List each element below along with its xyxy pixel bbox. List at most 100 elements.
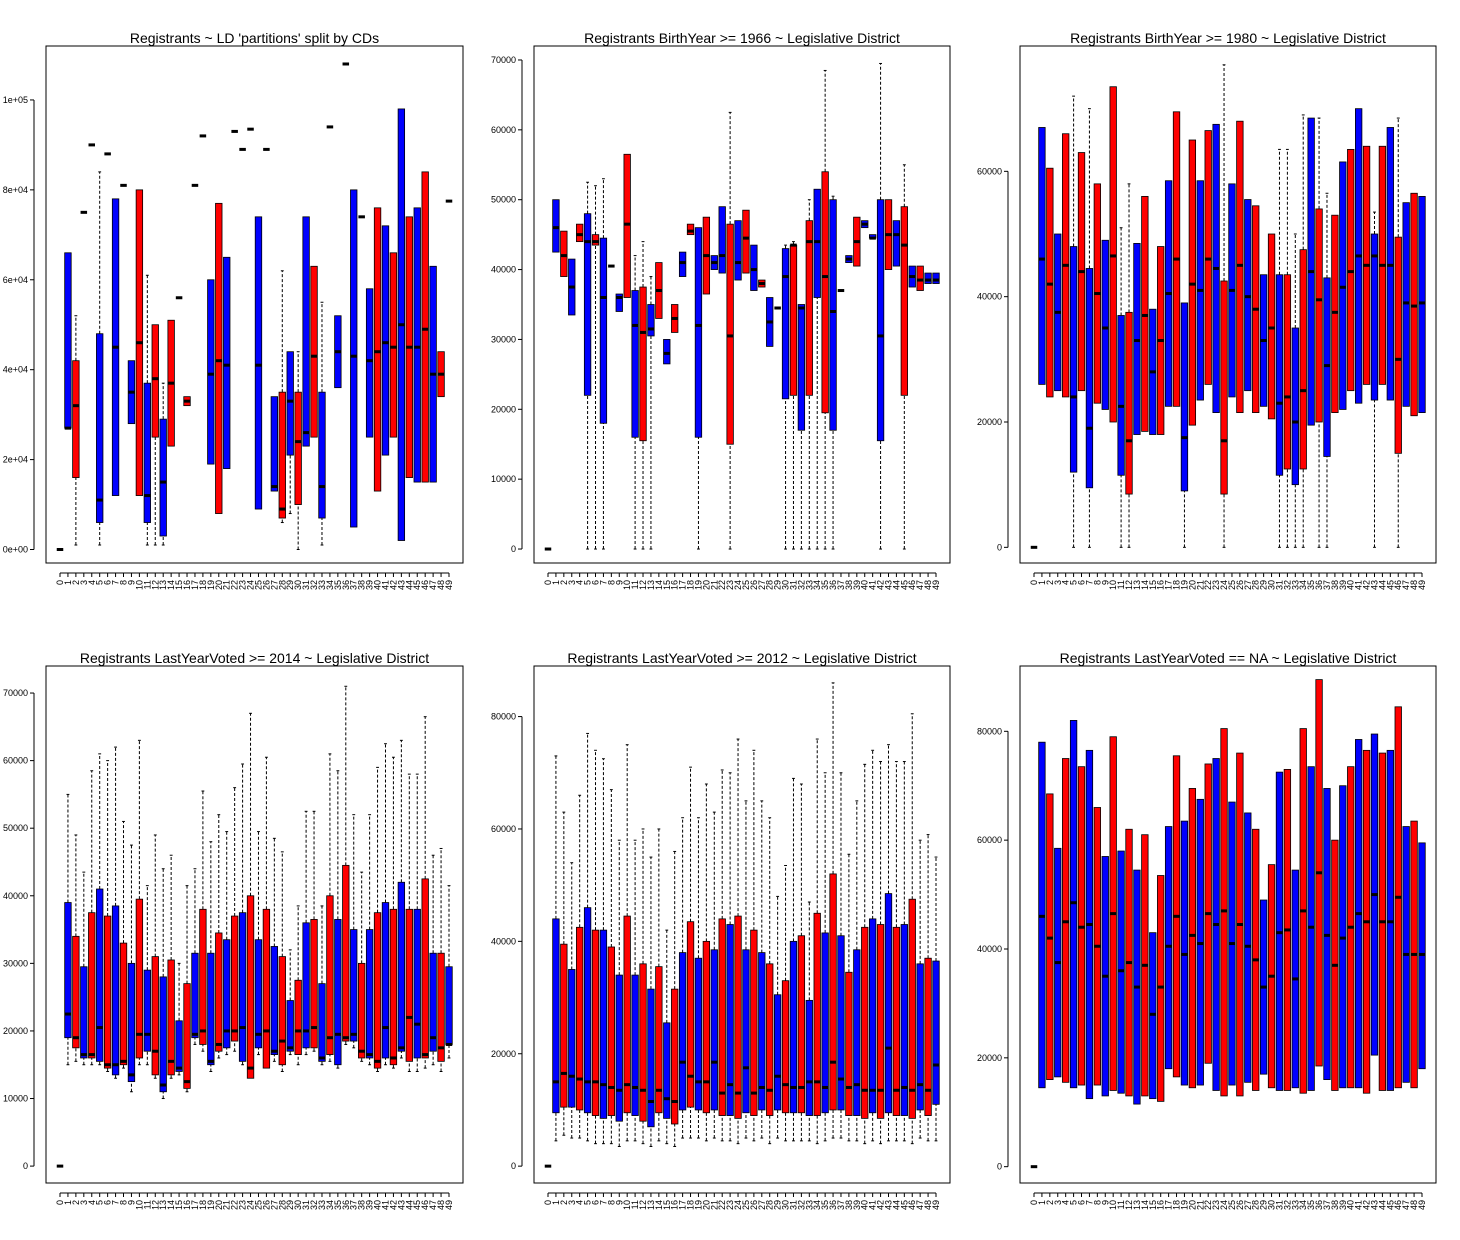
x-tick-label: 7 xyxy=(111,580,121,585)
x-tick-label: 17 xyxy=(1164,580,1174,590)
box-body xyxy=(1283,274,1292,470)
x-tick-label: 9 xyxy=(1100,1200,1110,1205)
box-body xyxy=(694,227,703,438)
box-ld-6 xyxy=(1077,766,1086,1086)
box-ld-20 xyxy=(215,202,223,514)
box-ld-34 xyxy=(326,753,334,1062)
box-ld-44 xyxy=(405,773,413,1072)
x-tick-label: 0 xyxy=(55,580,65,585)
x-tick-label: 47 xyxy=(428,1200,438,1210)
y-tick-label: 10000 xyxy=(491,474,516,484)
box-body xyxy=(238,912,247,1062)
x-tick-label: 0 xyxy=(543,580,553,585)
x-tick-label: 18 xyxy=(1172,580,1182,590)
x-tick-label: 21 xyxy=(1195,580,1205,590)
x-tick-label: 33 xyxy=(317,1200,327,1210)
x-tick-label: 41 xyxy=(1354,1200,1364,1210)
x-tick-label: 7 xyxy=(1084,580,1094,585)
box-body xyxy=(1267,233,1276,420)
x-tick-label: 27 xyxy=(1243,1200,1253,1210)
box-body xyxy=(766,963,774,1116)
x-tick-label: 40 xyxy=(373,580,383,590)
box-ld-41 xyxy=(869,749,877,1142)
box-body xyxy=(568,969,576,1108)
box-ld-16 xyxy=(671,304,679,333)
box-body xyxy=(560,230,568,277)
y-tick-label: 70000 xyxy=(491,55,516,65)
x-tick-label: 20 xyxy=(214,1200,224,1210)
box-ld-40 xyxy=(373,766,382,1072)
box-ld-48 xyxy=(924,834,932,1142)
x-tick-label: 40 xyxy=(1346,580,1356,590)
box-ld-33 xyxy=(318,905,326,1066)
box-ld-24 xyxy=(734,738,742,1145)
box-body xyxy=(397,881,406,1052)
box-body xyxy=(781,248,790,400)
box-ld-44 xyxy=(1378,145,1387,385)
x-tick-label: 12 xyxy=(1124,580,1134,590)
box-body xyxy=(254,939,263,1049)
x-tick-label: 31 xyxy=(1274,580,1284,590)
x-tick-label: 28 xyxy=(1251,1200,1261,1210)
box-body xyxy=(286,1000,294,1052)
x-tick-label: 10 xyxy=(1108,1200,1118,1210)
box-ld-24 xyxy=(1220,728,1228,1097)
x-tick-label: 49 xyxy=(444,1200,454,1210)
box-ld-42 xyxy=(1362,749,1371,1094)
box-body xyxy=(805,220,813,396)
box-body xyxy=(678,952,687,1111)
x-tick-label: 47 xyxy=(1401,1200,1411,1210)
box-body xyxy=(576,223,584,243)
x-tick-label: 35 xyxy=(333,1200,343,1210)
box-ld-42 xyxy=(1362,145,1371,385)
box-ld-6 xyxy=(1077,152,1086,392)
x-tick-label: 22 xyxy=(230,580,240,590)
x-tick-label: 31 xyxy=(788,580,798,590)
x-tick-label: 19 xyxy=(206,1200,216,1210)
x-tick-label: 3 xyxy=(1053,580,1063,585)
box-body xyxy=(207,279,215,465)
box-ld-24 xyxy=(734,220,742,281)
box-body xyxy=(1410,192,1418,417)
box-ld-25 xyxy=(254,216,263,510)
x-tick-label: 9 xyxy=(126,1200,136,1205)
box-body xyxy=(734,915,742,1119)
box-ld-25 xyxy=(742,800,750,1139)
box-body xyxy=(350,189,358,528)
x-tick-label: 48 xyxy=(436,580,446,590)
chart-panel-5: Registrants LastYearVoted >= 2012 ~ Legi… xyxy=(491,650,951,1210)
box-ld-30 xyxy=(294,351,302,551)
box-body xyxy=(246,895,255,1079)
x-tick-label: 26 xyxy=(1235,1200,1245,1210)
box-body xyxy=(223,939,231,1049)
box-body xyxy=(1046,167,1054,398)
box-body xyxy=(1386,127,1394,401)
box-ld-8 xyxy=(119,820,128,1069)
box-ld-17 xyxy=(678,817,687,1139)
x-tick-label: 22 xyxy=(717,1200,727,1210)
box-ld-38 xyxy=(1331,839,1339,1091)
box-body xyxy=(892,926,901,1116)
x-tick-label: 45 xyxy=(899,580,909,590)
x-tick-label: 31 xyxy=(788,1200,798,1210)
x-tick-label: 25 xyxy=(741,580,751,590)
box-ld-19 xyxy=(694,227,703,550)
x-tick-label: 32 xyxy=(1282,580,1292,590)
box-body xyxy=(726,924,734,1116)
box-ld-26 xyxy=(1236,120,1244,413)
x-tick-label: 25 xyxy=(1227,580,1237,590)
x-tick-label: 30 xyxy=(1267,1200,1277,1210)
box-ld-17 xyxy=(191,868,199,1045)
box-body xyxy=(381,902,390,1059)
box-ld-5 xyxy=(583,732,592,1142)
box-ld-7 xyxy=(111,198,120,496)
x-tick-label: 3 xyxy=(79,580,89,585)
box-body xyxy=(821,932,829,1114)
x-tick-label: 3 xyxy=(567,1200,577,1205)
box-ld-10 xyxy=(623,153,631,298)
x-tick-label: 46 xyxy=(1393,580,1403,590)
box-ld-22 xyxy=(718,769,726,1142)
box-body xyxy=(916,963,924,1111)
box-ld-14 xyxy=(1141,195,1149,432)
box-body xyxy=(119,942,128,1066)
